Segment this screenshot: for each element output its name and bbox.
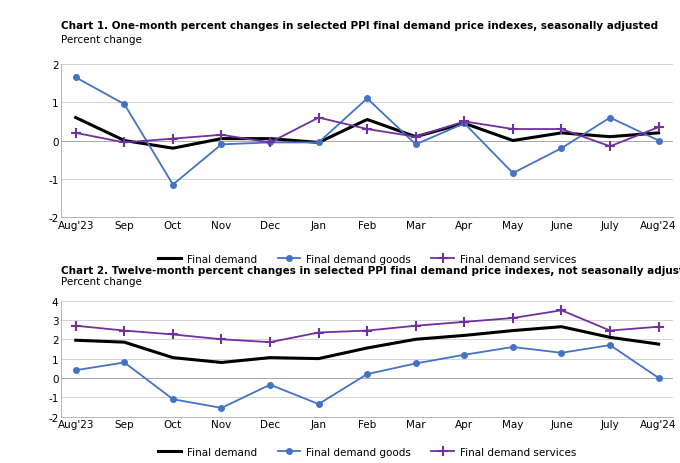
Text: Percent change: Percent change [61, 35, 142, 45]
Legend: Final demand, Final demand goods, Final demand services: Final demand, Final demand goods, Final … [154, 250, 580, 269]
Legend: Final demand, Final demand goods, Final demand services: Final demand, Final demand goods, Final … [154, 443, 580, 461]
Text: Chart 2. Twelve-month percent changes in selected PPI final demand price indexes: Chart 2. Twelve-month percent changes in… [61, 265, 680, 275]
Text: Percent change: Percent change [61, 276, 142, 286]
Text: Chart 1. One-month percent changes in selected PPI final demand price indexes, s: Chart 1. One-month percent changes in se… [61, 21, 658, 31]
